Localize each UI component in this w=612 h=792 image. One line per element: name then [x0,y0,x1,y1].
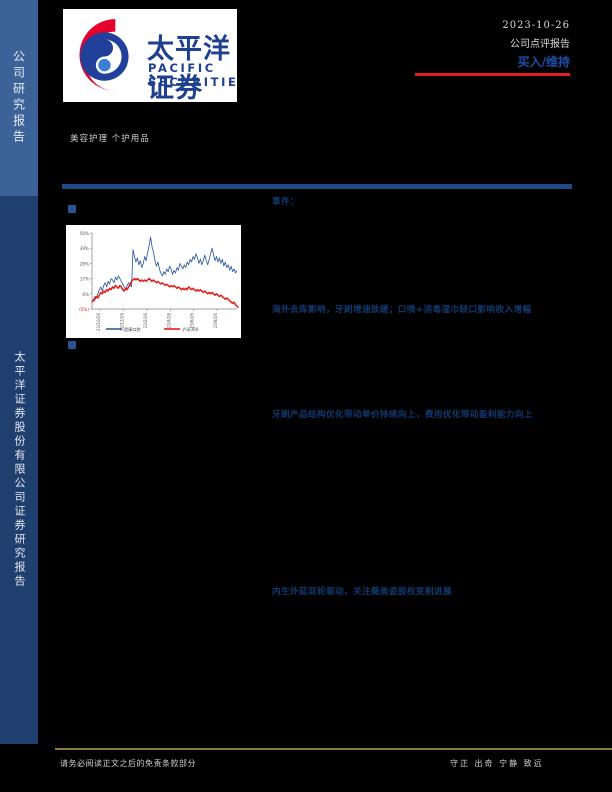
rating-badge: 买入/维持 [517,55,570,69]
header-divider [62,184,572,189]
svg-text:沪深300: 沪深300 [182,326,199,333]
footer-divider [55,748,612,750]
svg-text:登康口腔: 登康口腔 [124,326,141,333]
footer-slogan: 守正 出奇 宁静 致远 [450,759,544,768]
industry-breadcrumb: 美容护理 个护用品 [70,134,150,144]
sidebar-top-banner: 公司研究报告 [0,0,38,196]
bullet-marker-chart-top [68,205,76,213]
svg-text:6%: 6% [82,292,89,297]
svg-text:22/10/26: 22/10/26 [96,313,101,331]
relative-performance-chart: 50% 39% 28% 17% 6% (5%) 22/10/26 22/12/26 23/2/2… [66,225,241,338]
report-type: 公司点评报告 [510,39,570,50]
svg-text:(5%): (5%) [79,307,89,312]
event-heading: 事件： [272,197,299,207]
paragraph-2: 牙刷产品结构优化带动单价持续向上，费用优化带动盈利能力向上 [272,410,533,420]
logo-english-name: PACIFIC SECURITIES [148,61,237,89]
paragraph-3: 内生外延双轮驱动，关注薇美姿股权变割进展 [272,587,452,597]
rating-underline [415,73,570,76]
sidebar-bottom-banner: 太平洋证券股份有限公司证券研究报告 [0,196,38,744]
sidebar-bottom-label: 太平洋证券股份有限公司证券研究报告 [13,351,26,589]
company-logo: 太平洋证券 PACIFIC SECURITIES [63,9,237,102]
svg-text:23/2/26: 23/2/26 [143,313,148,329]
footer-disclaimer: 请务必阅读正文之后的免责条款部分 [60,759,196,768]
svg-text:39%: 39% [80,246,89,251]
svg-text:28%: 28% [80,261,89,266]
svg-text:23/6/26: 23/6/26 [190,313,195,329]
svg-text:50%: 50% [80,231,89,236]
paragraph-1: 海外去库影响，牙刷增速放缓；口喷+消毒湿巾缺口影响收入增幅 [272,305,532,315]
report-meta: 2023-10-26 公司点评报告 买入/维持 [415,20,570,76]
sidebar-top-label: 公司研究报告 [11,50,26,146]
pacific-securities-logo-icon [79,19,129,91]
svg-text:23/4/26: 23/4/26 [166,313,171,329]
svg-text:17%: 17% [80,277,89,282]
bullet-marker-chart-bottom [68,341,76,349]
logo-chinese-name: 太平洋证券 [147,34,231,102]
svg-text:23/8/26: 23/8/26 [213,313,218,329]
svg-text:22/12/26: 22/12/26 [120,313,125,331]
report-date: 2023-10-26 [502,20,570,31]
